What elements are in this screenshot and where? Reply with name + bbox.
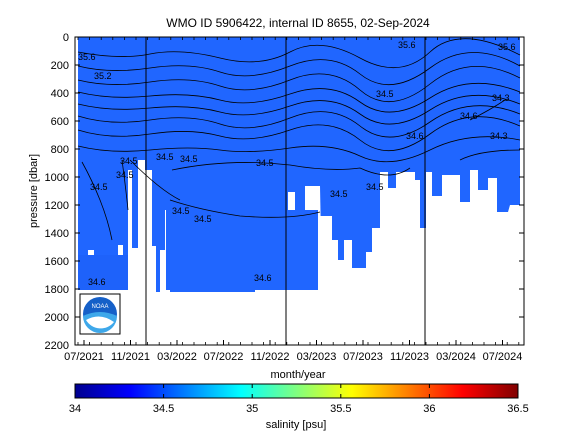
contour-label: 34.3: [490, 131, 508, 141]
x-axis: 07/2021 11/2021 03/2022 07/2022 11/2022 03/20…: [64, 37, 522, 363]
contour-label: 35.6: [398, 40, 416, 50]
contour-label: 34.5: [256, 158, 274, 168]
svg-text:NOAA: NOAA: [91, 304, 108, 310]
contours: [77, 38, 521, 241]
deep-block-1: [166, 210, 318, 290]
x-tick-label: 07/2022: [204, 351, 244, 363]
contour-label: 35.6: [78, 52, 96, 62]
colorbar-tick-label: 34.5: [153, 403, 174, 415]
contour-label: 34.5: [180, 154, 198, 164]
y-tick-label: 1000: [45, 172, 69, 184]
contour-label-group: 35.6 35.2 35.6 35.6 34.6 34.5 34.6 34.3 …: [78, 40, 516, 287]
colorbar-tick-label: 36: [423, 403, 435, 415]
contour-label: 35.2: [94, 71, 112, 81]
y-tick-label: 1600: [45, 256, 69, 268]
contour-label: 34.5: [90, 182, 108, 192]
y-tick-label: 2200: [45, 340, 69, 352]
y-tick-label: 1200: [45, 200, 69, 212]
y-tick-label: 200: [51, 60, 69, 72]
x-tick-label: 11/2022: [251, 351, 290, 363]
contour-label: 34.6: [460, 111, 478, 121]
contour-label: 34.5: [376, 89, 394, 99]
x-tick-label: 03/2022: [157, 351, 197, 363]
y-tick-label: 0: [63, 32, 69, 44]
y-axis: 0 200 400 600 800 1000 1200 1400 1600 1800 2000 220…: [45, 32, 524, 352]
contour-label: 34.5: [330, 189, 348, 199]
contour-label: 34.6: [406, 131, 424, 141]
colorbar-tick-label: 35: [246, 403, 258, 415]
contour-label: 34.5: [194, 214, 212, 224]
colorbar-tick-label: 35.5: [330, 403, 351, 415]
contour-label: 34.5: [172, 206, 190, 216]
contour-label: 34.5: [120, 156, 138, 166]
colorbar-tick-label: 36.5: [507, 403, 528, 415]
colorbar-label: salinity [psu]: [266, 419, 327, 431]
contour-label: 34.5: [366, 182, 384, 192]
colorbar: [74, 383, 519, 399]
y-axis-label: pressure [dbar]: [28, 154, 40, 228]
y-tick-label: 2000: [45, 312, 69, 324]
chart-title: WMO ID 5906422, internal ID 8655, 02-Sep…: [166, 16, 430, 30]
colorbar-ticks: 34 34.5 35 35.5 36 36.5: [69, 384, 529, 415]
contour-label: 34.5: [116, 170, 134, 180]
x-tick-label: 03/2024: [436, 351, 476, 363]
y-tick-label: 1400: [45, 228, 69, 240]
plot-frame: [74, 36, 525, 346]
y-tick-label: 800: [51, 144, 69, 156]
x-axis-label: month/year: [270, 369, 325, 381]
contour-label: 35.6: [498, 42, 516, 52]
x-tick-label: 07/2021: [64, 351, 104, 363]
plot-area: [75, 37, 524, 345]
x-tick-label: 07/2024: [483, 351, 523, 363]
y-tick-label: 400: [51, 88, 69, 100]
colorbar-tick-label: 34: [69, 403, 81, 415]
x-tick-label: 11/2023: [390, 351, 429, 363]
y-tick-label: 1800: [45, 284, 69, 296]
x-tick-label: 03/2023: [297, 351, 337, 363]
reference-lines: [145, 37, 426, 345]
x-tick-label: 11/2021: [111, 351, 150, 363]
y-tick-label: 600: [51, 116, 69, 128]
contour-label: 34.3: [492, 93, 510, 103]
contour-label: 34.6: [254, 273, 272, 283]
x-tick-label: 07/2023: [343, 351, 383, 363]
deep-block-2: [78, 255, 128, 290]
contour-label: 34.5: [156, 152, 174, 162]
noaa-logo: NOAA: [79, 293, 121, 335]
contour-label: 34.6: [88, 277, 106, 287]
